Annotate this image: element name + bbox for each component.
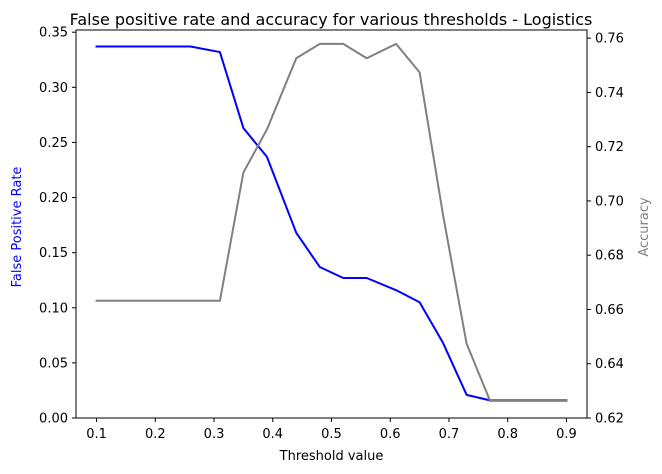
x-tick-label: 0.8 (497, 427, 518, 442)
y-left-tick-label: 0.15 (39, 246, 68, 261)
y-right-tick-label: 0.76 (595, 32, 624, 47)
accuracy-series-line (95, 42, 568, 402)
y-axis-right: 0.62 0.64 0.66 0.68 0.70 0.72 0.74 0.76 (587, 32, 624, 427)
plot-frame (75, 29, 588, 419)
y-axis-left: 0.00 0.05 0.10 0.15 0.20 0.25 0.30 0.35 (39, 26, 76, 427)
y-left-tick-label: 0.30 (39, 81, 68, 96)
x-tick-label: 0.5 (321, 427, 342, 442)
y-left-tick-label: 0.10 (39, 301, 68, 316)
y-axis-left-label: False Positive Rate (10, 167, 25, 288)
y-right-tick-label: 0.72 (595, 140, 624, 155)
y-right-tick-label: 0.66 (595, 303, 624, 318)
y-left-tick-label: 0.00 (39, 412, 68, 427)
y-left-tick-label: 0.35 (39, 26, 68, 41)
y-left-tick-label: 0.05 (39, 356, 68, 371)
y-right-tick-label: 0.68 (595, 249, 624, 264)
x-tick-label: 0.9 (556, 427, 577, 442)
series-group (95, 42, 568, 402)
x-tick-label: 0.4 (262, 427, 283, 442)
y-left-tick-label: 0.25 (39, 136, 68, 151)
x-tick-label: 0.7 (439, 427, 460, 442)
x-axis: 0.1 0.2 0.3 0.4 0.5 0.6 0.7 0.8 0.9 (86, 418, 577, 442)
x-tick-label: 0.6 (380, 427, 401, 442)
chart-title: False positive rate and accuracy for var… (70, 10, 593, 29)
y-axis-right-label: Accuracy (637, 197, 652, 257)
y-left-tick-label: 0.20 (39, 191, 68, 206)
y-right-tick-label: 0.62 (595, 412, 624, 427)
x-axis-label: Threshold value (279, 449, 384, 464)
y-right-tick-label: 0.74 (595, 86, 624, 101)
x-tick-label: 0.1 (86, 427, 107, 442)
false-positive-rate-series-line (95, 45, 568, 402)
x-tick-label: 0.2 (145, 427, 166, 442)
y-right-tick-label: 0.70 (595, 194, 624, 209)
x-tick-label: 0.3 (204, 427, 225, 442)
y-right-tick-label: 0.64 (595, 357, 624, 372)
plot-area (75, 29, 588, 419)
